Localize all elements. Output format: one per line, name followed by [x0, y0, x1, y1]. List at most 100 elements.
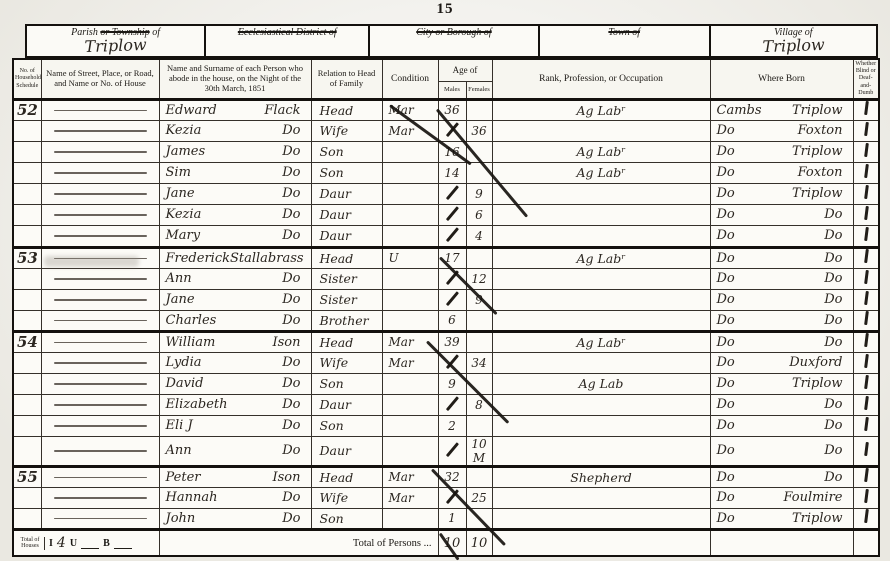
col-header-street: Name of Street, Place, or Road, and Name… [40, 58, 160, 101]
handwritten-text: Elizabeth Do [160, 397, 310, 412]
ditto-pen-line [53, 172, 147, 174]
name-cell: Lydia Do [158, 351, 312, 374]
age-males-cell: 14 [437, 161, 467, 184]
where-born-cell: Do Triplow [709, 507, 854, 530]
tally-slash [445, 185, 459, 200]
condition-cell [381, 393, 439, 416]
name-part: Jane [165, 186, 195, 202]
census-row: 55 Peter Ison Head Mar 32 Shepherd Do Do [12, 464, 880, 488]
schedule-number-cell [12, 203, 42, 226]
relation-cell: Daur [310, 435, 383, 467]
handwritten-text: Cambs Triplow [711, 103, 852, 118]
parish-label-struck: or Township [100, 27, 150, 38]
tally-tick [863, 374, 868, 390]
name-cell: Ann Do [158, 267, 312, 290]
age-females-cell [465, 329, 493, 353]
ditto-pen-line [53, 404, 147, 406]
tally-tick [863, 250, 868, 264]
where-born-cell: Do Do [709, 393, 854, 416]
occupation-cell: Ag Labʳ [491, 140, 711, 163]
town-box: Town of [540, 26, 711, 56]
condition-cell [381, 182, 439, 205]
relation-cell: Wife [310, 119, 383, 142]
where-born-cell: Do Do [709, 267, 854, 290]
age-males-cell [437, 435, 467, 467]
ditto-pen-line [53, 130, 147, 132]
name-cell: Mary Do [158, 224, 312, 248]
occupation-cell [491, 351, 711, 374]
parish-label-post: of [152, 27, 160, 38]
name-part: Kezia [165, 123, 202, 139]
handwritten-text: Mary Do [160, 228, 310, 243]
occupation-cell [491, 182, 711, 205]
street-cell [40, 414, 160, 437]
age-males-cell [437, 351, 467, 374]
name-part: Eli J [165, 418, 193, 434]
name-part: Do [282, 292, 301, 308]
tally-tick [863, 269, 868, 285]
where-born-cell: Do Duxford [709, 351, 854, 374]
tally-tick [863, 416, 868, 432]
town-label: Town of [608, 27, 640, 38]
where-born-cell: Do Do [709, 224, 854, 248]
name-part: Peter [165, 469, 201, 485]
ditto-pen-line [53, 257, 147, 260]
condition-cell [381, 414, 439, 437]
street-cell [40, 329, 160, 353]
name-part: Do [282, 165, 301, 181]
handwritten-text: Do Do [711, 443, 852, 459]
census-row: Jane Do Sister 9 Do Do [12, 288, 880, 311]
census-row: 53 Frederick Stallabrass Head U 17 Ag Labʳ Do Do [12, 245, 880, 269]
age-females-cell: 10 M [465, 435, 493, 467]
name-part: Do [716, 334, 735, 350]
condition-cell [381, 309, 439, 332]
name-part: Foxton [797, 165, 843, 181]
name-part: Hannah [165, 490, 218, 506]
name-part: Charles [165, 312, 217, 328]
census-row: Ann Do Sister 12 Do Do [12, 267, 880, 290]
age-males-cell [437, 486, 467, 509]
handwritten-text: Sim Do [160, 165, 310, 181]
ecclesiastical-label: Ecclesiastical District of [237, 27, 337, 38]
tally-tick [863, 142, 868, 158]
where-born-cell: Do Triplow [709, 372, 854, 395]
where-born-cell: Do Do [709, 309, 854, 332]
total-houses-cell: Total of Houses I 4 U B [12, 527, 160, 557]
relation-cell: Son [310, 140, 383, 163]
occupation-cell: Ag Labʳ [491, 329, 711, 353]
condition-cell: Mar [381, 486, 439, 509]
remarks-cell [852, 203, 880, 226]
handwritten-text: Eli J Do [160, 418, 310, 434]
relation-cell: Son [310, 161, 383, 184]
ditto-pen-line [53, 450, 147, 452]
column-headers: No. of Householder's Schedule Name of St… [12, 58, 880, 101]
ditto-pen-line [53, 299, 147, 301]
schedule-number-cell [12, 182, 42, 205]
census-row: 54 William Ison Head Mar 39 Ag Labʳ Do Do [12, 329, 880, 353]
name-part: Do [824, 334, 843, 350]
remarks-cell [852, 224, 880, 248]
name-part: Do [824, 228, 843, 244]
street-cell [40, 140, 160, 163]
schedule-number-cell [12, 140, 42, 163]
age-females-cell [465, 140, 493, 163]
name-part: Do [716, 144, 735, 160]
ditto-pen-line [53, 109, 147, 112]
name-part: Do [824, 312, 843, 328]
col-header-name: Name and Surname of each Person who abod… [158, 58, 312, 101]
relation-cell: Brother [310, 309, 383, 332]
handwritten-text: Ann Do [160, 271, 310, 286]
handwritten-text: Hannah Do [160, 490, 310, 506]
total-houses-label: Total of Houses [16, 536, 45, 550]
census-row: John Do Son 1 Do Triplow [12, 507, 880, 530]
handwritten-text: William Ison [160, 335, 310, 350]
relation-cell: Wife [310, 351, 383, 374]
name-cell: William Ison [158, 329, 312, 353]
age-females-cell: 36 [465, 119, 493, 142]
total-persons-label: Total of Persons [352, 537, 421, 549]
name-part: Do [282, 144, 301, 160]
name-part: Do [716, 271, 735, 287]
condition-cell [381, 372, 439, 395]
name-part: Do [716, 207, 735, 223]
name-part: Do [716, 443, 735, 459]
